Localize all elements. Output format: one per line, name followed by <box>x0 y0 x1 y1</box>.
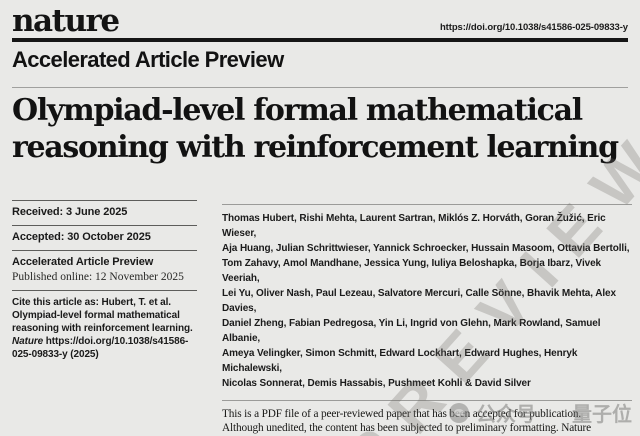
nature-logo: nature <box>12 3 120 39</box>
accepted-row: Accepted: 30 October 2025 <box>12 225 197 243</box>
preview-label: Accelerated Article Preview <box>12 256 154 268</box>
published-row: Accelerated Article Preview Published on… <box>12 250 197 283</box>
title-divider <box>12 87 628 88</box>
header-rule <box>12 38 628 42</box>
content-column: Thomas Hubert, Rishi Mehta, Laurent Sart… <box>222 204 632 436</box>
citation-text: Cite this article as: Hubert, T. et al. … <box>12 297 193 334</box>
author-list: Thomas Hubert, Rishi Mehta, Laurent Sart… <box>222 204 632 391</box>
citation-journal-name: Nature <box>12 336 44 347</box>
article-title: Olympiad-level formal mathematical reaso… <box>12 93 619 165</box>
metadata-column: Received: 3 June 2025 Accepted: 30 Octob… <box>12 200 197 368</box>
published-date: Published online: 12 November 2025 <box>12 271 184 283</box>
preview-notice: This is a PDF file of a peer-reviewed pa… <box>222 400 632 436</box>
doi-link[interactable]: https://doi.org/10.1038/s41586-025-09833… <box>439 22 628 33</box>
section-heading: Accelerated Article Preview <box>12 47 284 72</box>
received-row: Received: 3 June 2025 <box>12 200 197 218</box>
citation-block: Cite this article as: Hubert, T. et al. … <box>12 290 197 361</box>
citation-doi: https://doi.org/10.1038/s41586-025-09833… <box>12 336 189 360</box>
received-date: Received: 3 June 2025 <box>12 206 128 218</box>
accepted-date: Accepted: 30 October 2025 <box>12 231 151 243</box>
